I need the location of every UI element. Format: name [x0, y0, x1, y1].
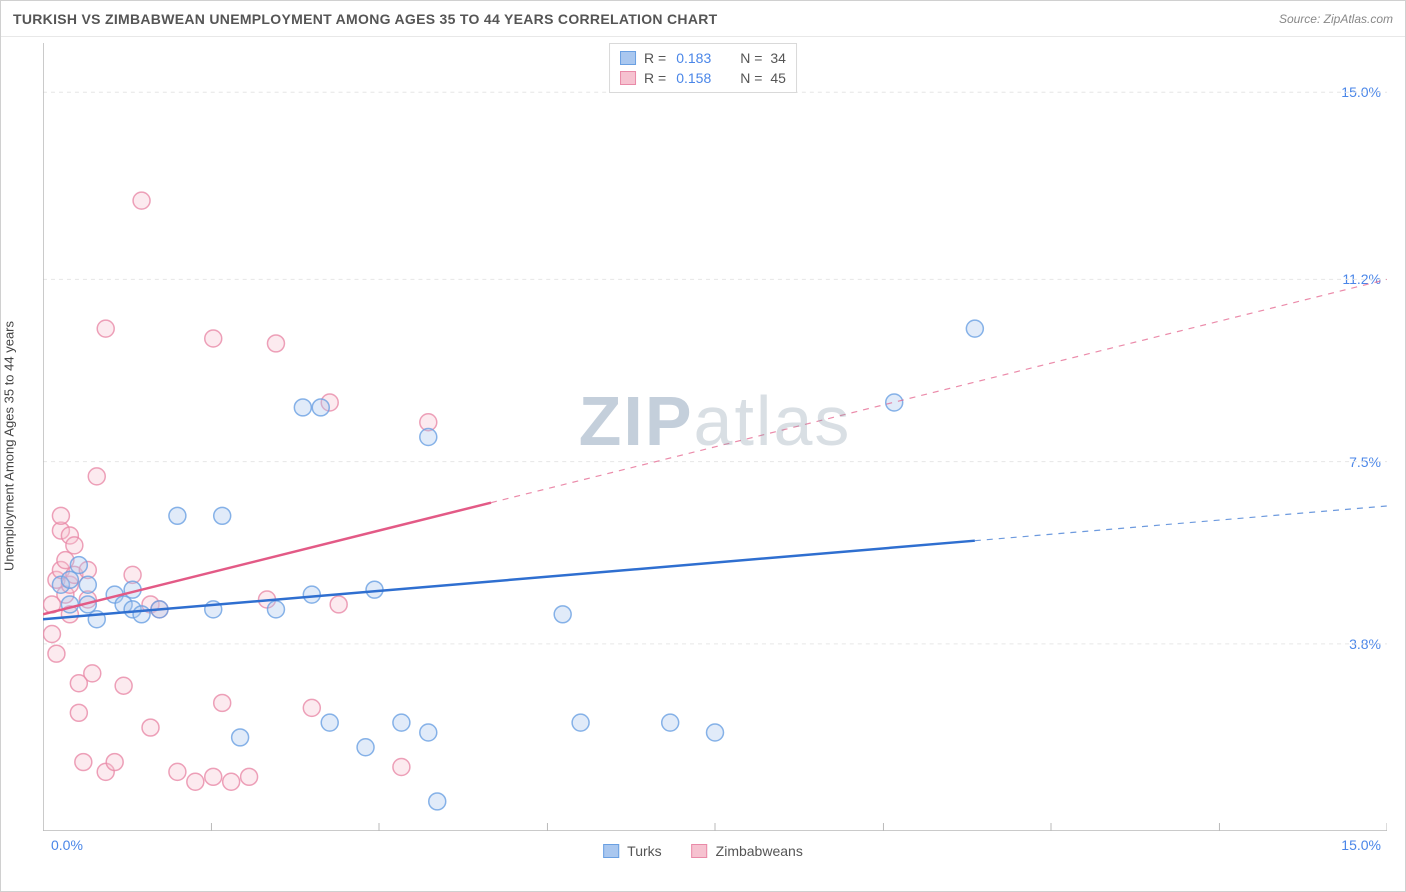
legend-row-zimb: R = 0.158 N = 45 [620, 68, 786, 88]
n-value-zimb: 45 [770, 70, 786, 86]
y-axis-label: Unemployment Among Ages 35 to 44 years [2, 321, 17, 571]
r-value-zimb: 0.158 [676, 70, 722, 86]
swatch-turks-icon [620, 51, 636, 65]
r-prefix-2: R = [644, 70, 666, 86]
legend-label-zimb: Zimbabweans [716, 843, 803, 859]
title-bar: TURKISH VS ZIMBABWEAN UNEMPLOYMENT AMONG… [1, 1, 1405, 37]
swatch-zimb-icon [620, 71, 636, 85]
n-prefix-2: N = [740, 70, 762, 86]
chart-container: TURKISH VS ZIMBABWEAN UNEMPLOYMENT AMONG… [0, 0, 1406, 892]
chart-title: TURKISH VS ZIMBABWEAN UNEMPLOYMENT AMONG… [13, 11, 718, 27]
legend-item-zimb: Zimbabweans [692, 843, 803, 859]
scatter-chart [43, 43, 1387, 831]
x-tick-left: 0.0% [51, 837, 83, 853]
legend-row-turks: R = 0.183 N = 34 [620, 48, 786, 68]
n-value-turks: 34 [770, 50, 786, 66]
swatch-turks-bottom-icon [603, 844, 619, 858]
plot-area: ZIPatlas [43, 43, 1387, 831]
r-value-turks: 0.183 [676, 50, 722, 66]
x-tick-right: 15.0% [1341, 837, 1381, 853]
source-label: Source: ZipAtlas.com [1279, 12, 1393, 26]
legend-label-turks: Turks [627, 843, 661, 859]
r-prefix: R = [644, 50, 666, 66]
correlation-legend: R = 0.183 N = 34 R = 0.158 N = 45 [609, 43, 797, 93]
n-prefix: N = [740, 50, 762, 66]
series-legend: Turks Zimbabweans [603, 843, 803, 859]
swatch-zimb-bottom-icon [692, 844, 708, 858]
legend-item-turks: Turks [603, 843, 661, 859]
